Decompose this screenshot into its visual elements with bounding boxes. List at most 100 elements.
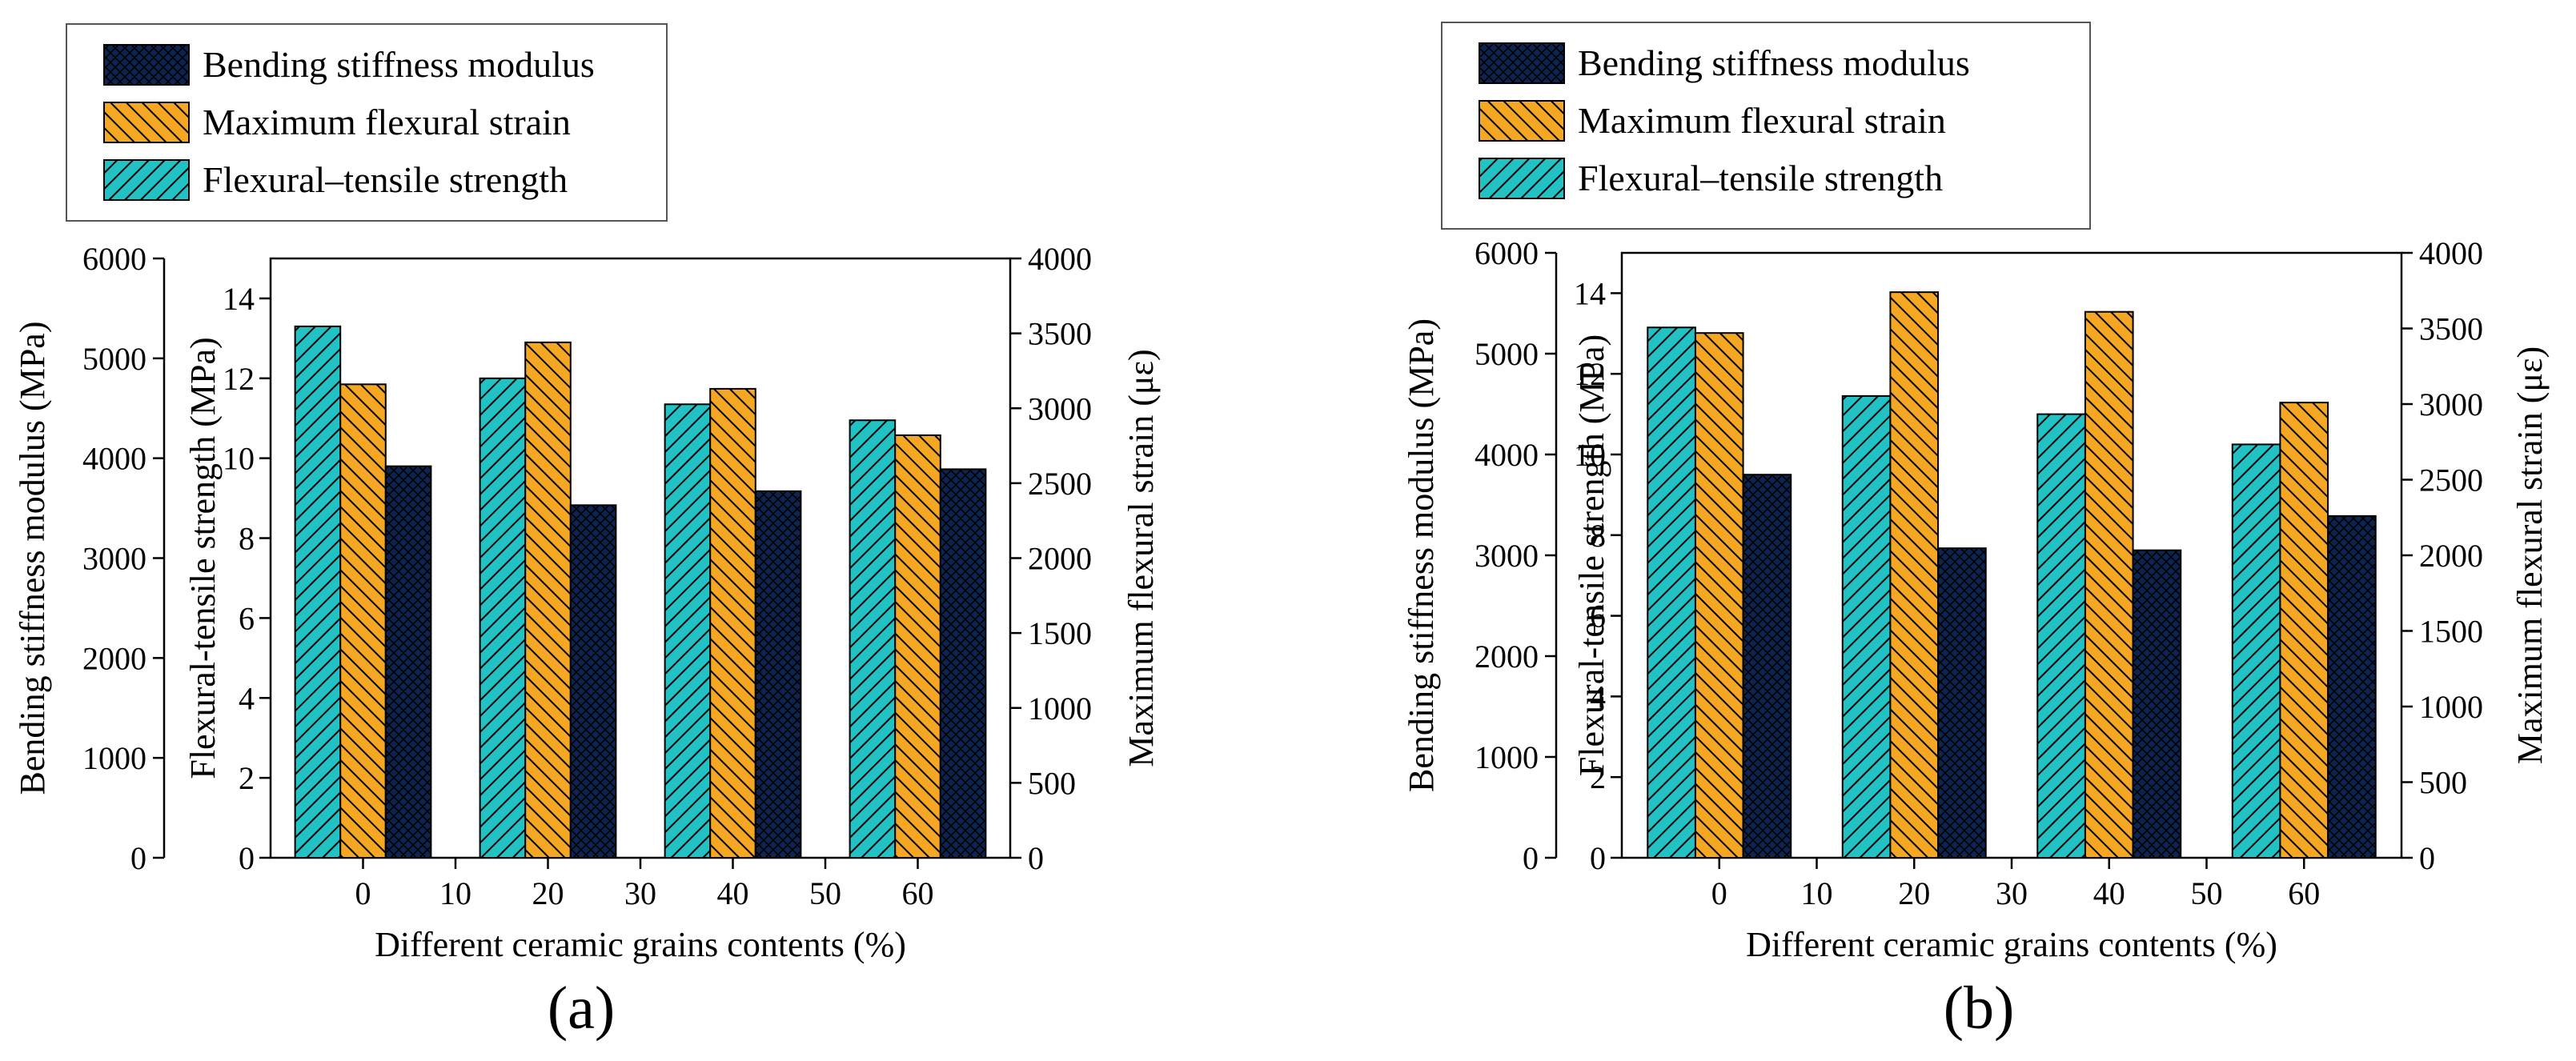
inner-left-tick-label: 8: [239, 521, 255, 557]
right-tick-label: 1500: [1028, 615, 1092, 651]
bar-right-0: [339, 383, 387, 859]
outer-left-axis-label: Bending stiffness modulus (MPa): [13, 322, 52, 795]
bar-right-40: [709, 387, 756, 859]
x-tick-label: 60: [2288, 875, 2320, 911]
x-tick-label: 10: [439, 875, 471, 911]
inner-left-tick-label: 14: [223, 281, 255, 317]
right-axis-label: Maximum flexural strain (με): [1121, 349, 1161, 767]
legend-swatch: [103, 159, 190, 201]
outer-left-tick-label: 0: [130, 840, 146, 876]
inner-left-tick-label: 4: [1590, 679, 1606, 715]
legend-swatch: [1479, 158, 1565, 199]
bar-left-outer-60: [2327, 514, 2377, 859]
right-tick-label: 2000: [1028, 541, 1092, 577]
bar-right-60: [2279, 402, 2329, 859]
outer-left-tick-label: 4000: [1475, 437, 1539, 473]
outer-left-tick-label: 0: [1523, 840, 1539, 876]
bar-right-60: [894, 434, 941, 859]
inner-left-tick-label: 0: [239, 840, 255, 876]
inner-left-tick-label: 10: [1574, 437, 1606, 473]
legend-label: Bending stiffness modulus: [1578, 42, 1970, 83]
bar-left-inner-40: [2036, 413, 2086, 859]
inner-left-tick-label: 6: [1590, 599, 1606, 635]
inner-left-axis-label: Flexural-tensile strength (MPa): [183, 337, 223, 779]
right-tick-label: 500: [2419, 765, 2467, 801]
bar-left-inner-20: [1841, 394, 1892, 859]
outer-left-tick-label: 6000: [1475, 235, 1539, 271]
outer-left-tick-label: 3000: [1475, 538, 1539, 574]
right-tick-label: 2000: [2419, 538, 2483, 574]
x-axis-label: Different ceramic grains contents (%): [1746, 925, 2277, 964]
bar-left-inner-60: [849, 419, 897, 859]
legend-swatch: [1479, 42, 1565, 84]
x-tick-label: 50: [2191, 875, 2223, 911]
right-tick-label: 3500: [2419, 311, 2483, 347]
inner-left-tick-label: 6: [239, 600, 255, 636]
bar-left-inner-0: [1647, 326, 1696, 859]
bar-left-inner-20: [479, 377, 527, 859]
bar-right-20: [524, 341, 572, 859]
x-tick-label: 60: [902, 875, 934, 911]
outer-left-tick-label: 3000: [82, 541, 146, 577]
right-tick-label: 4000: [2419, 235, 2483, 271]
right-tick-label: 0: [1028, 840, 1044, 876]
x-tick-label: 30: [624, 875, 656, 911]
bar-left-outer-40: [754, 490, 802, 859]
inner-left-tick-label: 14: [1574, 275, 1606, 311]
right-tick-label: 2500: [1028, 466, 1092, 502]
x-tick-label: 20: [532, 875, 564, 911]
inner-left-tick-label: 2: [1590, 759, 1606, 795]
inner-left-tick-label: 12: [1574, 356, 1606, 392]
x-tick-label: 40: [2093, 875, 2125, 911]
inner-left-tick-label: 0: [1590, 840, 1606, 876]
right-tick-label: 1500: [2419, 614, 2483, 650]
legend-label: Flexural–tensile strength: [1578, 158, 1943, 198]
legend-label: Maximum flexural strain: [203, 102, 571, 142]
inner-left-tick-label: 8: [1590, 518, 1606, 554]
outer-left-tick-label: 5000: [82, 341, 146, 377]
legend-swatch: [1479, 100, 1565, 142]
right-tick-label: 3000: [2419, 386, 2483, 422]
x-axis-label: Different ceramic grains contents (%): [375, 925, 906, 964]
inner-left-tick-label: 10: [223, 441, 255, 477]
right-tick-label: 500: [1028, 765, 1076, 801]
outer-left-tick-label: 2000: [82, 640, 146, 676]
legend-label: Flexural–tensile strength: [203, 159, 568, 200]
legend-swatch: [103, 44, 190, 86]
outer-left-axis-label: Bending stiffness modulus (MPa): [1402, 318, 1441, 792]
right-tick-label: 2500: [2419, 462, 2483, 498]
outer-left-tick-label: 6000: [82, 241, 146, 277]
x-tick-label: 10: [1801, 875, 1833, 911]
chart-panel-a: Bending stiffness modulus Maximum flexura…: [13, 23, 1161, 1042]
bar-left-outer-0: [384, 465, 432, 859]
x-tick-label: 0: [1711, 875, 1727, 911]
bar-left-inner-40: [664, 403, 712, 859]
outer-left-tick-label: 1000: [82, 740, 146, 776]
bar-right-0: [1694, 332, 1744, 859]
bar-right-40: [2084, 310, 2134, 859]
bar-right-20: [1889, 291, 1940, 859]
right-tick-label: 3000: [1028, 390, 1092, 426]
bar-left-outer-0: [1742, 474, 1792, 859]
inner-left-tick-label: 4: [239, 680, 255, 716]
right-tick-label: 3500: [1028, 316, 1092, 352]
inner-left-tick-label: 2: [239, 760, 255, 796]
panel-caption: (a): [548, 975, 615, 1042]
right-axis-label: Maximum flexural strain (με): [2510, 346, 2550, 764]
legend-swatch: [103, 102, 190, 143]
outer-left-tick-label: 5000: [1475, 336, 1539, 372]
outer-left-tick-label: 2000: [1475, 639, 1539, 675]
right-tick-label: 0: [2419, 840, 2435, 876]
legend-label: Bending stiffness modulus: [203, 44, 595, 85]
bar-left-outer-60: [939, 468, 987, 859]
right-tick-label: 1000: [1028, 691, 1092, 727]
outer-left-tick-label: 4000: [82, 441, 146, 477]
x-tick-label: 40: [717, 875, 749, 911]
inner-left-tick-label: 12: [223, 361, 255, 397]
chart-panel-b: Bending stiffness modulus Maximum flexura…: [1402, 22, 2550, 1042]
right-tick-label: 1000: [2419, 689, 2483, 725]
x-tick-label: 20: [1898, 875, 1930, 911]
outer-left-tick-label: 1000: [1475, 739, 1539, 775]
bar-left-outer-20: [569, 504, 617, 859]
